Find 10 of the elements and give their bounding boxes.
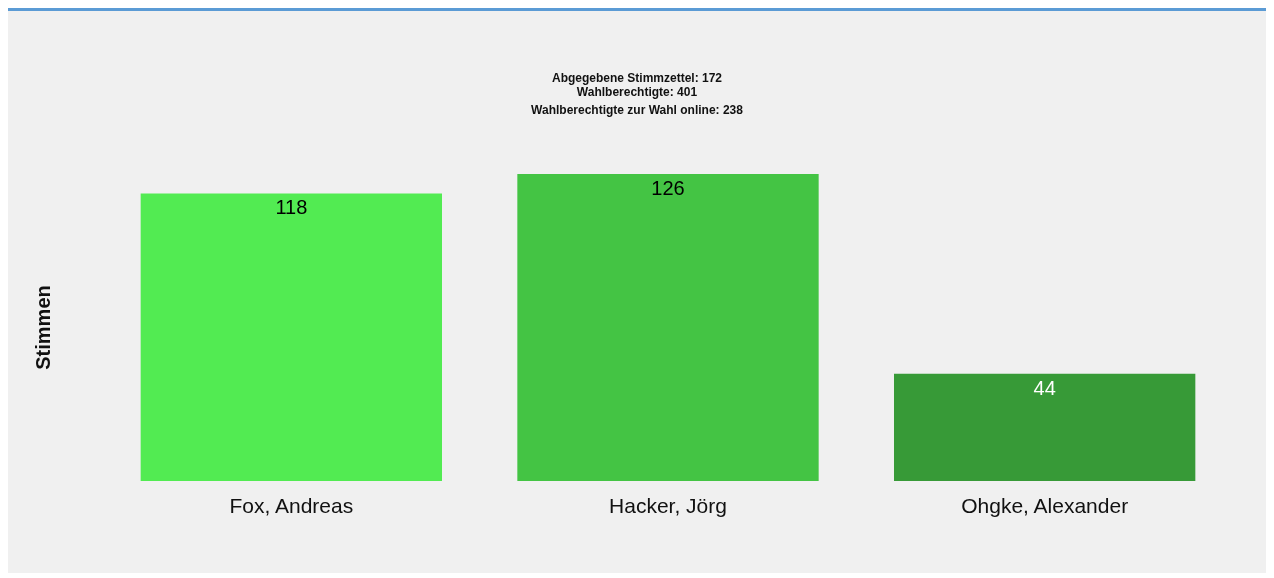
data-label: 44 xyxy=(1033,376,1056,399)
data-label: 118 xyxy=(275,196,308,219)
x-tick-label: Hacker, Jörg xyxy=(609,494,727,517)
chart-title: Abgegebene Stimmzettel: 172 xyxy=(551,71,723,85)
x-tick-label: Fox, Andreas xyxy=(229,494,354,517)
y-axis-title: Stimmen xyxy=(32,285,54,370)
data-label: 126 xyxy=(651,177,685,199)
text: Wahlberechtigte zur Wahl online: 238 xyxy=(531,103,744,117)
text: Wahlberechtigte: 401 xyxy=(576,85,698,99)
x-tick-label: Ohgke, Alexander xyxy=(961,494,1129,517)
